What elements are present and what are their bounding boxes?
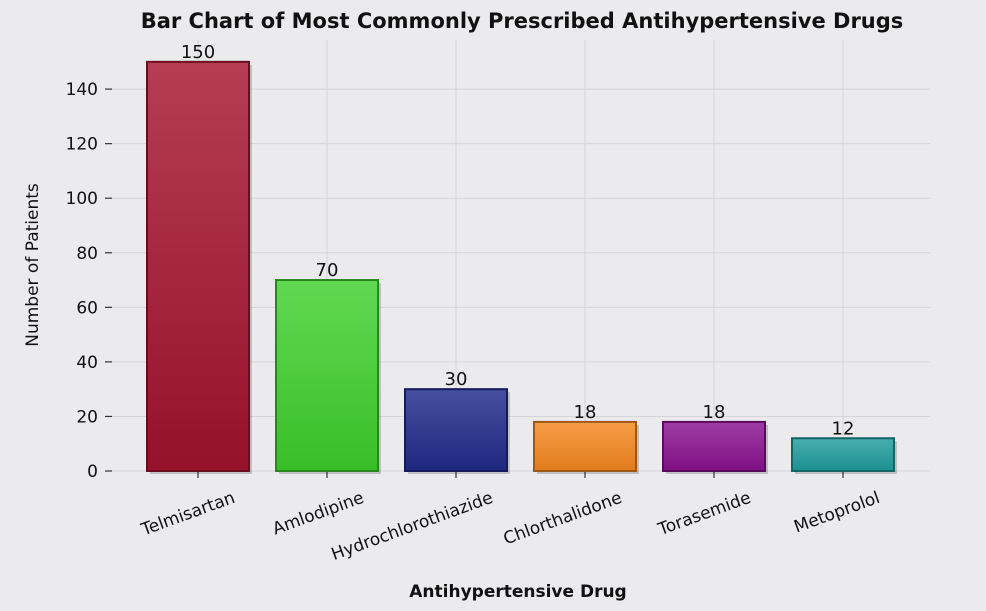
x-tick-label: Telmisartan <box>138 488 238 541</box>
data-label: 18 <box>574 402 597 423</box>
y-tick-label: 120 <box>66 135 98 155</box>
bar-hydrochlorothiazide <box>404 388 508 472</box>
data-label: 18 <box>703 402 726 423</box>
y-tick-label: 0 <box>87 462 98 482</box>
bars <box>146 60 897 474</box>
y-tick-label: 60 <box>76 298 98 318</box>
x-tick-label: Metoprolol <box>791 488 882 538</box>
x-tick-labels: Telmisartan AmlodipineHydrochlorothiazide… <box>138 488 883 565</box>
bar-metoprolol <box>791 437 895 472</box>
x-tick-label: Torasemide <box>655 488 754 540</box>
data-label: 30 <box>445 369 468 390</box>
data-labels: 150 70 30 18 18 12 <box>181 42 855 439</box>
y-axis-label: Number of Patients <box>23 183 43 347</box>
chart-title: Bar Chart of Most Commonly Prescribed An… <box>141 9 904 33</box>
y-tick-label: 140 <box>66 80 98 100</box>
y-tick-label: 20 <box>76 407 98 427</box>
y-tick-label: 40 <box>76 353 98 373</box>
x-tick-label: Amlodipine <box>270 488 367 539</box>
y-tick-labels: 0 20 40 60 80 100 120 140 <box>66 80 98 482</box>
bar-chlorthalidone <box>533 420 637 473</box>
y-tick-label: 80 <box>76 244 98 264</box>
data-label: 12 <box>832 418 855 439</box>
y-tick-label: 100 <box>66 189 98 209</box>
bar-telmisartan <box>146 60 250 472</box>
bar-amlodipine <box>275 279 379 472</box>
data-label: 150 <box>181 42 215 63</box>
bar-torasemide <box>662 420 766 473</box>
x-axis-label: Antihypertensive Drug <box>409 582 626 602</box>
data-label: 70 <box>316 260 339 281</box>
x-tick-label: Chlorthalidone <box>501 488 625 549</box>
